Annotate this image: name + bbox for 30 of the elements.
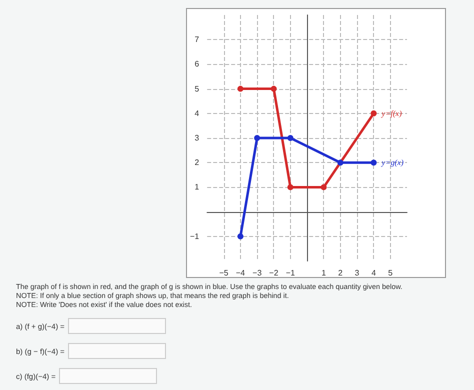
x-tick-label: −1 bbox=[286, 268, 296, 278]
point bbox=[237, 233, 244, 240]
point bbox=[287, 135, 294, 141]
point bbox=[254, 135, 260, 141]
x-tick-label: 3 bbox=[354, 268, 360, 278]
y-tick-label: −1 bbox=[190, 232, 200, 241]
x-tick-label: −4 bbox=[236, 268, 246, 278]
y-tick-label: 5 bbox=[194, 84, 200, 94]
point bbox=[237, 86, 244, 92]
y-tick-label: 6 bbox=[194, 60, 200, 69]
x-tick-label: 1 bbox=[321, 268, 326, 278]
x-tick-label: 5 bbox=[388, 268, 394, 278]
x-tick-label: −3 bbox=[252, 268, 262, 278]
x-tick-label: −2 bbox=[269, 268, 279, 278]
point bbox=[320, 184, 327, 190]
x-tick-label: 4 bbox=[371, 268, 376, 278]
point bbox=[270, 86, 277, 92]
y-tick-label: 4 bbox=[194, 108, 200, 118]
series-label: y=f(x) bbox=[380, 108, 402, 118]
point bbox=[370, 110, 377, 116]
point bbox=[337, 160, 344, 166]
y-tick-label: 1 bbox=[194, 182, 200, 192]
y-tick-label: 3 bbox=[194, 134, 200, 142]
y-tick-label: 2 bbox=[194, 158, 200, 168]
x-tick-label: 2 bbox=[338, 268, 344, 278]
point bbox=[287, 184, 294, 190]
series-label: y=g(x) bbox=[380, 158, 404, 168]
x-tick-label: −5 bbox=[219, 268, 229, 278]
y-tick-label: 7 bbox=[194, 35, 200, 44]
point bbox=[370, 160, 377, 166]
